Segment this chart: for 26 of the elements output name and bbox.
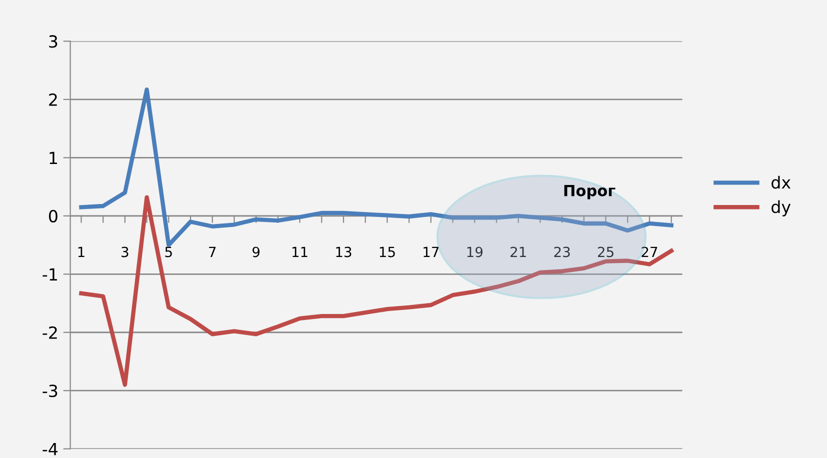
- x-tick-label: 19: [467, 246, 482, 258]
- line-series: [79, 87, 674, 248]
- y-tick-label: -4: [42, 443, 58, 456]
- x-tick-label: 5: [165, 246, 172, 258]
- y-tick-label: 1: [50, 152, 57, 164]
- legend-label: dy: [772, 200, 791, 216]
- y-tick-label: 3: [49, 35, 58, 48]
- x-tick-label: 25: [598, 246, 614, 258]
- legend-label: dx: [772, 176, 791, 189]
- y-tick-label: -1: [42, 268, 57, 280]
- x-tick-label: 7: [209, 246, 216, 258]
- x-tick-label: 15: [380, 246, 395, 258]
- x-tick-label: 17: [424, 246, 439, 258]
- x-tick-label: 3: [122, 246, 128, 258]
- x-tick-label: 9: [252, 246, 260, 258]
- x-tick-label: 13: [336, 246, 352, 258]
- x-tick-label: 1: [78, 246, 84, 258]
- annotation: Порог: [564, 184, 616, 200]
- y-tick-label: 2: [49, 93, 57, 106]
- x-tick-label: 21: [510, 246, 526, 258]
- y-tick-label: -3: [42, 384, 58, 398]
- x-tick-label: 23: [554, 246, 570, 258]
- y-tick-label: 0: [48, 210, 58, 222]
- y-tick-label: -2: [42, 326, 57, 339]
- x-tick-label: 27: [642, 246, 658, 258]
- x-tick-label: 11: [292, 246, 308, 258]
